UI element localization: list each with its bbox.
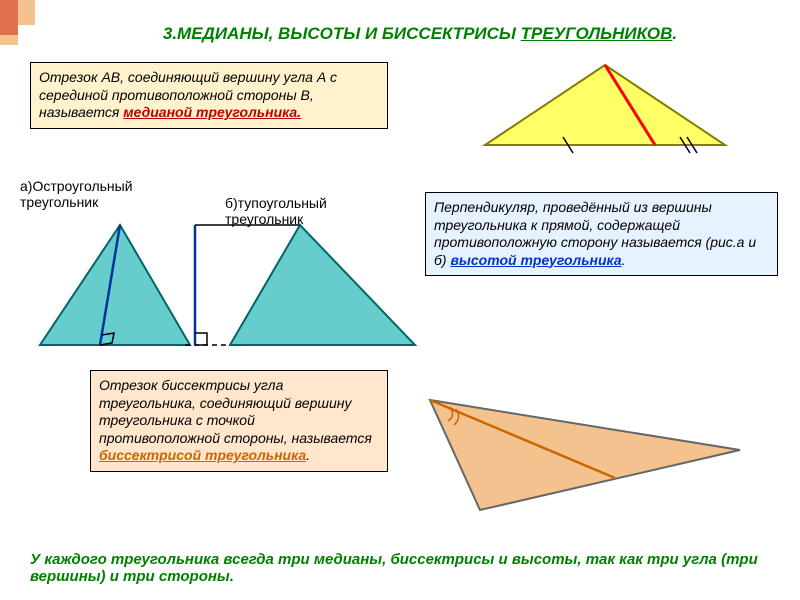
figure-height-acute bbox=[30, 215, 200, 360]
page-title: 3.МЕДИАНЫ, ВЫСОТЫ И БИССЕКТРИСЫ ТРЕУГОЛЬ… bbox=[80, 24, 760, 44]
figure-bisector bbox=[400, 370, 760, 530]
definition-median: Отрезок АВ, соединяющий вершину угла А с… bbox=[30, 62, 388, 129]
corner-decoration bbox=[0, 0, 35, 60]
label-acute: а)Остроугольный треугольник bbox=[20, 178, 150, 210]
definition-bisector: Отрезок биссектрисы угла треугольника, с… bbox=[90, 370, 388, 472]
figure-height-obtuse bbox=[185, 215, 420, 360]
footer-text: У каждого треугольника всегда три медиан… bbox=[30, 551, 770, 585]
figure-median bbox=[475, 55, 745, 165]
definition-height: Перпендикуляр, проведённый из вершины тр… bbox=[425, 192, 778, 276]
